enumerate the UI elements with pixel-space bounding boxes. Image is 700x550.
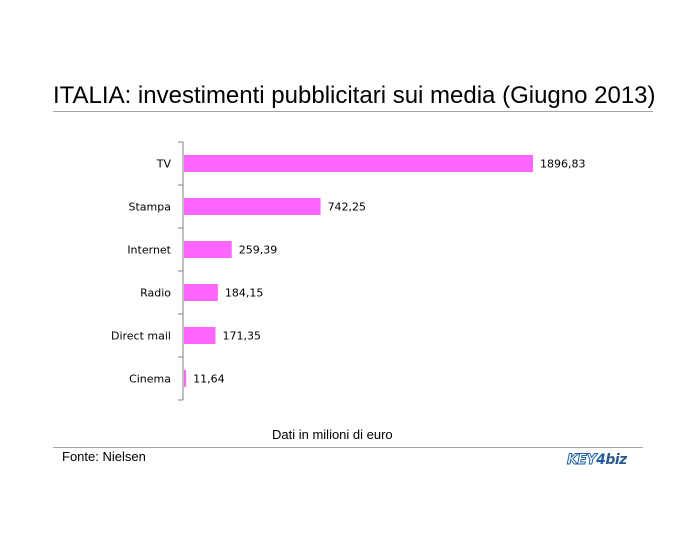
value-label: 11,64 (193, 373, 225, 386)
category-label: TV (156, 158, 172, 171)
title-divider (53, 111, 653, 112)
category-label: Radio (140, 287, 171, 300)
category-label: Direct mail (111, 330, 171, 343)
source-note: Fonte: Nielsen (62, 449, 146, 464)
value-label: 1896,83 (540, 158, 586, 171)
logo-key-text: KEY (566, 452, 597, 469)
value-label: 259,39 (239, 244, 277, 257)
bar-tv (184, 155, 533, 172)
bar-direct-mail (184, 327, 216, 344)
value-label: 184,15 (225, 287, 263, 300)
bar-internet (184, 241, 232, 258)
value-label: 171,35 (223, 330, 262, 343)
category-label: Internet (127, 244, 171, 257)
axis-note: Dati in milioni di euro (272, 427, 393, 442)
footer-divider (53, 447, 643, 448)
key4biz-logo: KEY4biz (566, 452, 627, 469)
category-label: Stampa (129, 201, 171, 214)
chart-title: ITALIA: investimenti pubblicitari sui me… (53, 82, 656, 109)
logo-number-text: 4 (596, 452, 606, 468)
bar-stampa (184, 198, 321, 215)
bar-radio (184, 284, 218, 301)
category-label: Cinema (129, 373, 171, 386)
value-label: 742,25 (328, 201, 367, 214)
bar-cinema (184, 370, 187, 387)
logo-biz-text: biz (605, 452, 627, 468)
